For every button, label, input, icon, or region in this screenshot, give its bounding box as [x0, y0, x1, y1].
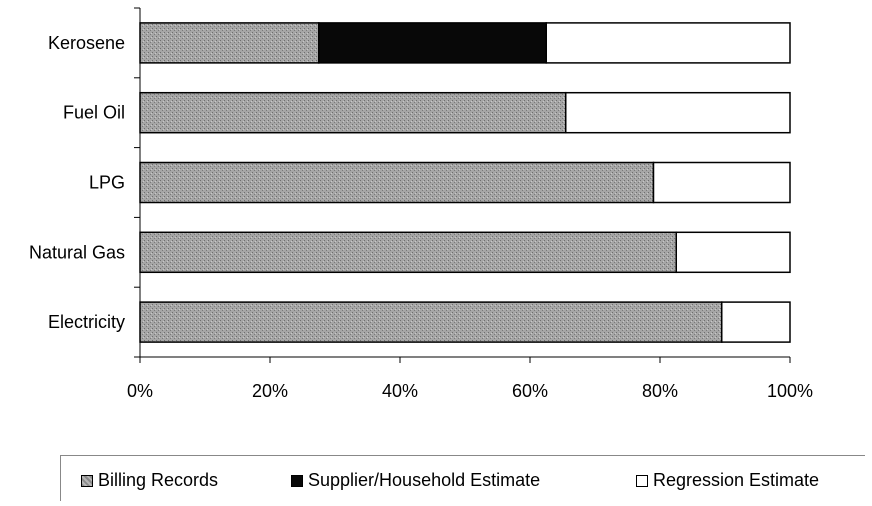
- legend-item-supplier-household-estimate: Supplier/Household Estimate: [291, 470, 540, 491]
- bar-fuel-oil-regression-estimate: [565, 91, 791, 134]
- bar-electricity-billing-records: [139, 301, 723, 343]
- bar-kerosene-supplier-household-estimate: [318, 22, 547, 64]
- legend: Billing Records Supplier/Household Estim…: [60, 455, 865, 501]
- bars-layer: [139, 22, 791, 343]
- x-tick-label: 40%: [382, 381, 418, 401]
- bar-kerosene-regression-estimate: [545, 22, 791, 64]
- x-tick-label: 60%: [512, 381, 548, 401]
- category-label-kerosene: Kerosene: [48, 33, 125, 53]
- bar-lpg-regression-estimate: [652, 161, 791, 204]
- bar-kerosene-billing-records: [139, 22, 320, 64]
- bar-lpg-billing-records: [139, 161, 655, 204]
- category-label-lpg: LPG: [89, 173, 125, 193]
- legend-item-billing-records: Billing Records: [81, 470, 218, 491]
- category-label-electricity: Electricity: [48, 312, 125, 332]
- legend-label-regression-estimate: Regression Estimate: [653, 470, 820, 490]
- category-label-natural-gas: Natural Gas: [29, 242, 125, 262]
- bar-electricity-regression-estimate: [721, 301, 791, 343]
- legend-swatch-regression-estimate: [636, 474, 648, 487]
- legend-swatch-supplier-household-estimate: [291, 474, 303, 487]
- x-tick-label: 80%: [642, 381, 678, 401]
- bar-fuel-oil-billing-records: [139, 91, 567, 134]
- x-tick-label: 100%: [767, 381, 813, 401]
- legend-item-regression-estimate: Regression Estimate: [636, 470, 819, 491]
- x-tick-label: 0%: [127, 381, 153, 401]
- legend-label-supplier-household-estimate: Supplier/Household Estimate: [308, 470, 541, 490]
- bar-natural-gas-billing-records: [139, 231, 677, 274]
- legend-swatch-billing-records: [81, 474, 93, 487]
- labels-layer: 0% 20% 40% 60% 80% 100% Kerosene Fuel Oil LPG Nat…: [29, 33, 813, 401]
- bar-natural-gas-regression-estimate: [675, 231, 791, 274]
- legend-label-billing-records: Billing Records: [98, 470, 219, 490]
- x-tick-label: 20%: [252, 381, 288, 401]
- category-label-fuel-oil: Fuel Oil: [63, 103, 125, 123]
